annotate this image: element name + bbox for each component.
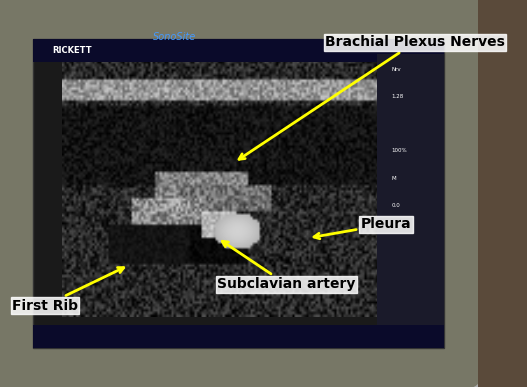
Text: 1.28: 1.28 [392,94,404,99]
Text: SonoSite: SonoSite [153,32,196,42]
Bar [33,39,444,62]
Text: Subclavian artery: Subclavian artery [218,241,356,291]
Text: Nrv: Nrv [392,67,402,72]
Bar [33,39,444,348]
Text: RICKETT: RICKETT [53,46,92,55]
Bar [33,325,444,348]
Text: M: M [392,176,396,180]
Text: Brachial Plexus Nerves: Brachial Plexus Nerves [239,36,505,159]
Bar [377,54,444,325]
Text: First Rib: First Rib [12,267,124,313]
FancyBboxPatch shape [0,0,483,387]
Text: 100%: 100% [392,149,407,153]
Text: 0.0: 0.0 [392,203,401,207]
Text: Pleura: Pleura [314,217,412,239]
